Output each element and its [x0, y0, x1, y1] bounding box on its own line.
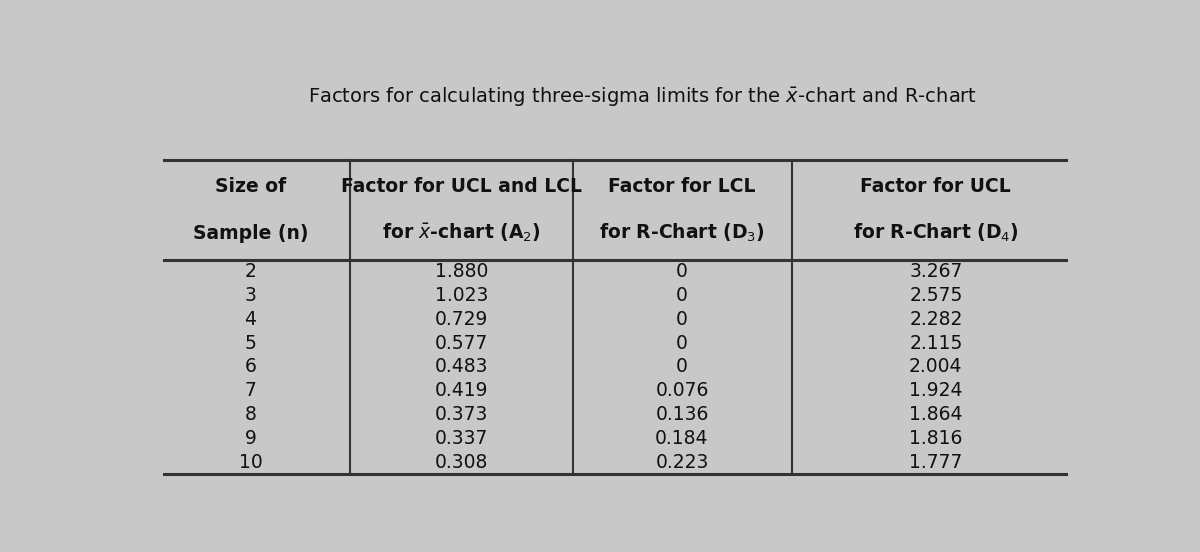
Text: 9: 9 — [245, 429, 257, 448]
Text: 4: 4 — [245, 310, 257, 329]
Text: 1.023: 1.023 — [434, 286, 488, 305]
Text: 0.373: 0.373 — [434, 405, 488, 424]
Text: 2: 2 — [245, 262, 257, 281]
Text: Size of: Size of — [215, 177, 286, 196]
Text: 2.004: 2.004 — [910, 358, 962, 376]
Text: 0.136: 0.136 — [655, 405, 709, 424]
Text: 0: 0 — [676, 333, 688, 353]
Text: 2.115: 2.115 — [910, 333, 962, 353]
Text: 3.267: 3.267 — [910, 262, 962, 281]
Text: 5: 5 — [245, 333, 257, 353]
Text: 0: 0 — [676, 286, 688, 305]
Text: 8: 8 — [245, 405, 257, 424]
Text: Factor for UCL and LCL: Factor for UCL and LCL — [341, 177, 582, 196]
Text: 0.184: 0.184 — [655, 429, 709, 448]
Text: 7: 7 — [245, 381, 257, 400]
Text: Sample (n): Sample (n) — [193, 224, 308, 242]
Text: 0: 0 — [676, 262, 688, 281]
Text: 0.483: 0.483 — [434, 358, 488, 376]
Text: for $\bar{x}$-chart (A$_2$): for $\bar{x}$-chart (A$_2$) — [382, 222, 541, 244]
Text: 0: 0 — [676, 358, 688, 376]
Text: 0.223: 0.223 — [655, 453, 709, 472]
Text: 0: 0 — [676, 310, 688, 329]
Text: 0.337: 0.337 — [434, 429, 488, 448]
Text: Factor for LCL: Factor for LCL — [608, 177, 756, 196]
Text: 3: 3 — [245, 286, 257, 305]
Text: 1.777: 1.777 — [910, 453, 962, 472]
Text: 1.880: 1.880 — [434, 262, 488, 281]
Text: 6: 6 — [245, 358, 257, 376]
Text: 0.419: 0.419 — [434, 381, 488, 400]
Text: 0.076: 0.076 — [655, 381, 709, 400]
Text: 0.577: 0.577 — [434, 333, 488, 353]
Text: 10: 10 — [239, 453, 263, 472]
Text: for R-Chart (D$_3$): for R-Chart (D$_3$) — [599, 222, 764, 244]
Text: 1.816: 1.816 — [910, 429, 962, 448]
Text: 1.924: 1.924 — [910, 381, 962, 400]
Text: 2.282: 2.282 — [910, 310, 962, 329]
Text: 1.864: 1.864 — [910, 405, 962, 424]
Text: 0.729: 0.729 — [434, 310, 488, 329]
Text: for R-Chart (D$_4$): for R-Chart (D$_4$) — [853, 222, 1019, 244]
Text: 0.308: 0.308 — [434, 453, 488, 472]
Text: 2.575: 2.575 — [910, 286, 962, 305]
Text: Factors for calculating three-sigma limits for the $\bar{x}$-chart and R-chart: Factors for calculating three-sigma limi… — [308, 86, 978, 108]
Text: Factor for UCL: Factor for UCL — [860, 177, 1012, 196]
